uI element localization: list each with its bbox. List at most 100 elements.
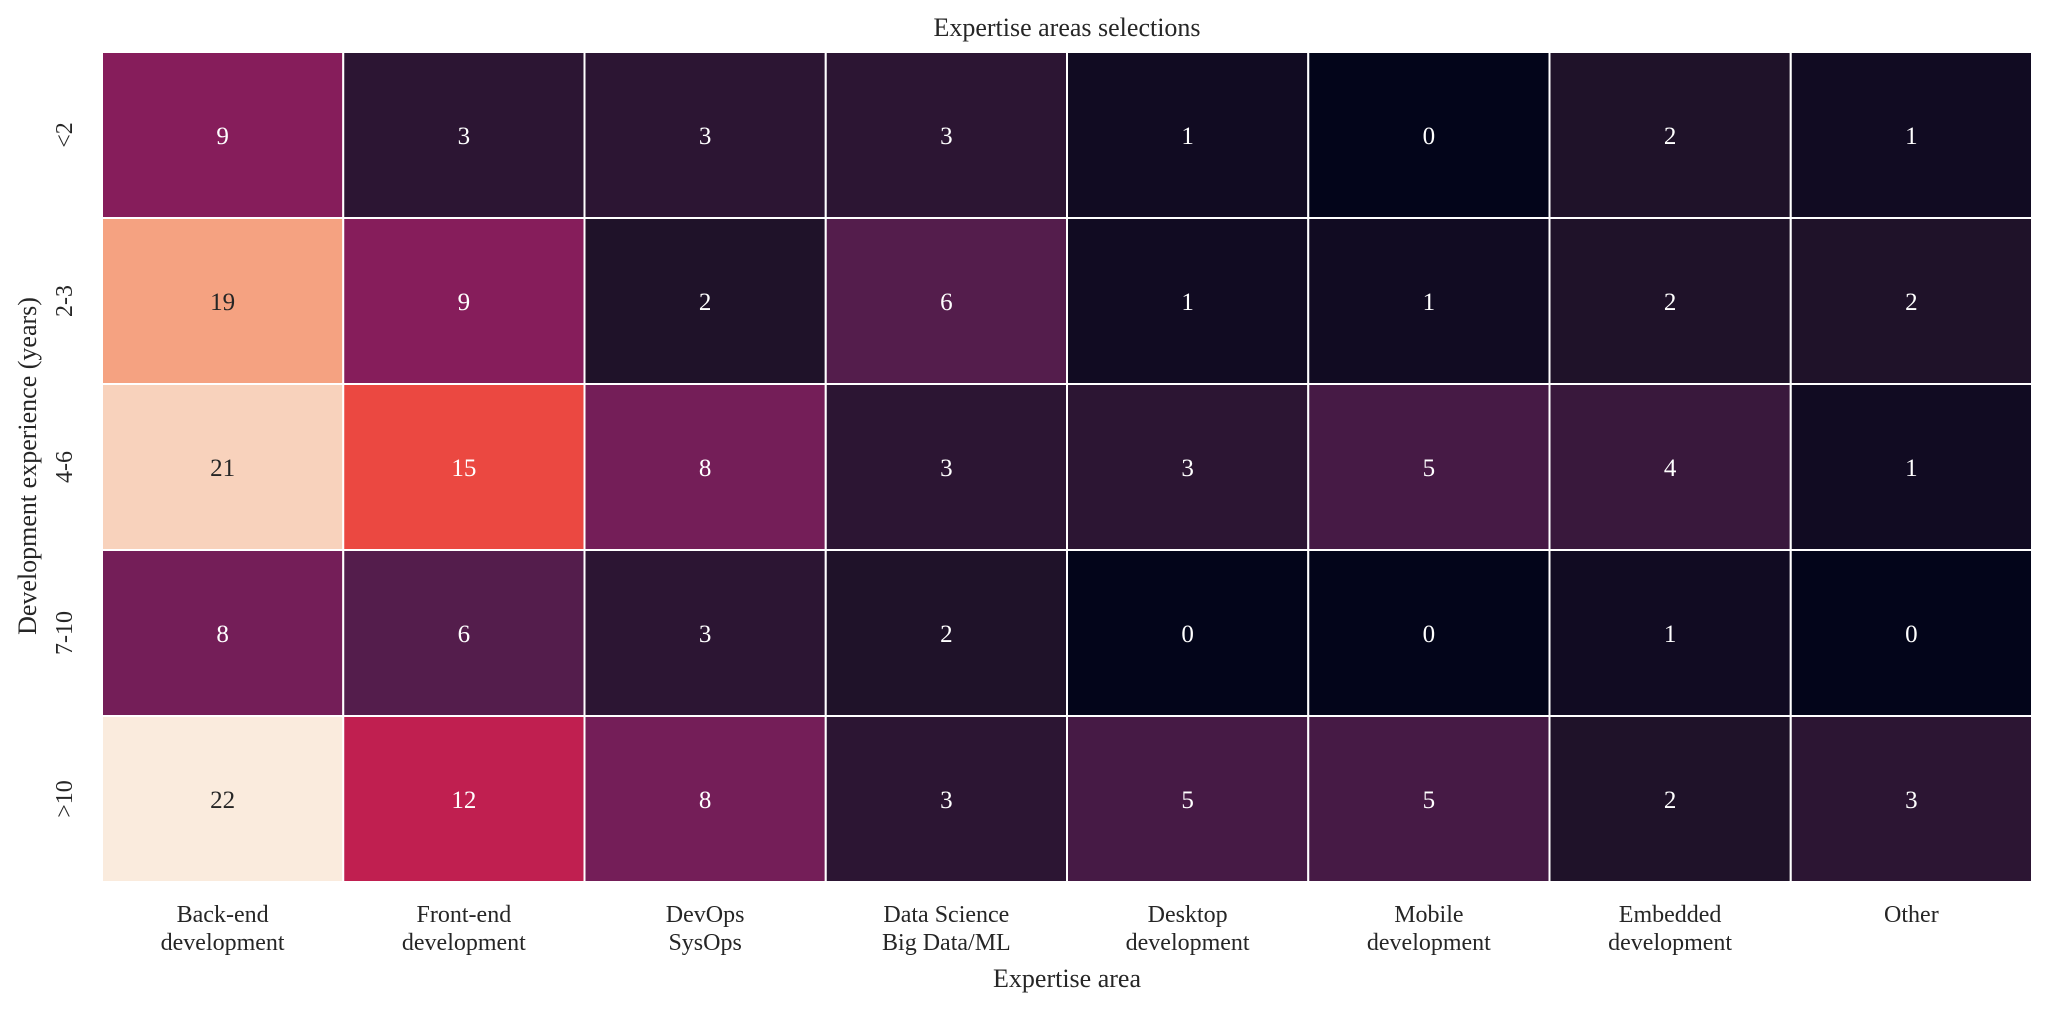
chart-title: Expertise areas selections [933,13,1200,42]
heatmap-cell [1066,217,1310,385]
x-tick-label: DevOps [666,902,745,928]
heatmap-cell [1066,549,1310,717]
cell-value-label: 19 [210,289,235,316]
heatmap-cell [1789,217,2033,385]
heatmap-cell [1548,217,1792,385]
heatmap-cell [583,383,827,551]
cell-value-label: 1 [1181,123,1194,150]
heatmap-cell [1789,51,2033,219]
cell-value-label: 8 [699,455,712,482]
x-tick-label: development [161,930,285,956]
x-axis-label: Expertise area [993,964,1141,993]
heatmap-cell [1066,383,1310,551]
heatmap-cell [824,715,1068,883]
heatmap-cell [583,51,827,219]
cell-value-label: 3 [940,787,953,814]
heatmap-cell [342,383,586,551]
cell-value-label: 1 [1423,289,1436,316]
y-axis-label: Development experience (years) [13,297,42,635]
cell-value-label: 6 [940,289,953,316]
y-tick-label: >10 [52,780,78,818]
x-tick-label: Desktop [1148,902,1228,928]
cell-value-label: 6 [458,621,471,648]
heatmap-cell [1548,549,1792,717]
x-tick-label: Embedded [1619,902,1722,928]
x-tick-label: Big Data/ML [882,930,1011,956]
heatmap-cell [1066,715,1310,883]
heatmap-cells: 9 3 3 3 1 0 2 119 9 2 6 1 1 2 221 15 8 3 3 5 4 18 6 3 2 0 0 1 022 12 8… [101,51,2033,883]
x-tick-label: development [1367,930,1491,956]
cell-value-label: 2 [940,621,953,648]
cell-value-label: 21 [210,455,235,482]
cell-value-label: 3 [1905,787,1918,814]
cell-value-label: 2 [699,289,712,316]
heatmap-cell [1307,217,1551,385]
cell-value-label: 3 [699,123,712,150]
cell-value-label: 0 [1423,621,1436,648]
cell-value-label: 1 [1181,289,1194,316]
cell-value-label: 1 [1905,455,1918,482]
x-tick-label: Mobile [1394,902,1463,928]
heatmap-cell [101,51,345,219]
x-tick-labels: Back-enddevelopmentFront-enddevelopmentD… [161,902,1939,956]
cell-value-label: 1 [1905,123,1918,150]
cell-value-label: 5 [1423,787,1436,814]
heatmap-cell [583,715,827,883]
heatmap-cell [1307,715,1551,883]
heatmap-cell [1548,715,1792,883]
cell-value-label: 2 [1664,787,1677,814]
heatmap-cell [1789,715,2033,883]
cell-value-label: 9 [216,123,229,150]
cell-value-label: 1 [1664,621,1677,648]
cell-value-label: 15 [451,455,476,482]
heatmap-cell [583,549,827,717]
heatmap-cell [342,51,586,219]
cell-value-label: 2 [1664,289,1677,316]
heatmap-cell [1307,383,1551,551]
cell-value-label: 0 [1423,123,1436,150]
heatmap-cell [342,217,586,385]
heatmap-cell [1307,51,1551,219]
cell-value-label: 0 [1905,621,1918,648]
heatmap-cell [824,383,1068,551]
cell-value-label: 3 [458,123,471,150]
cell-value-label: 3 [699,621,712,648]
cell-value-label: 3 [1181,455,1194,482]
y-tick-labels: <2 2-3 4-6 7-10 >10 [52,122,78,818]
cell-value-label: 0 [1181,621,1194,648]
y-tick-label: 4-6 [52,451,78,483]
x-tick-label: Front-end [417,902,512,928]
heatmap-cell [1066,51,1310,219]
cell-value-label: 3 [940,455,953,482]
cell-value-label: 5 [1181,787,1194,814]
heatmap-cell [824,217,1068,385]
x-tick-label: Data Science [883,902,1009,928]
cell-value-label: 12 [451,787,476,814]
cell-value-label: 9 [458,289,471,316]
heatmap-cell [342,715,586,883]
y-tick-label: 2-3 [52,285,78,317]
heatmap-cell [824,51,1068,219]
x-tick-label: development [402,930,526,956]
cell-value-label: 22 [210,787,235,814]
y-tick-label: 7-10 [52,611,78,655]
cell-value-label: 2 [1905,289,1918,316]
heatmap-cell [1548,383,1792,551]
y-tick-label: <2 [52,122,78,148]
cell-value-label: 4 [1664,455,1677,482]
cell-value-label: 8 [216,621,229,648]
cell-value-label: 5 [1423,455,1436,482]
cell-value-label: 3 [940,123,953,150]
cell-value-label: 8 [699,787,712,814]
x-tick-label: SysOps [668,930,741,956]
x-tick-label: Other [1884,902,1939,928]
cell-value-label: 2 [1664,123,1677,150]
x-tick-label: development [1126,930,1250,956]
x-tick-label: development [1608,930,1732,956]
heatmap-cell [1789,383,2033,551]
x-tick-label: Back-end [177,902,269,928]
heatmap-cell [101,549,345,717]
heatmap-cell [824,549,1068,717]
heatmap-cell [101,383,345,551]
